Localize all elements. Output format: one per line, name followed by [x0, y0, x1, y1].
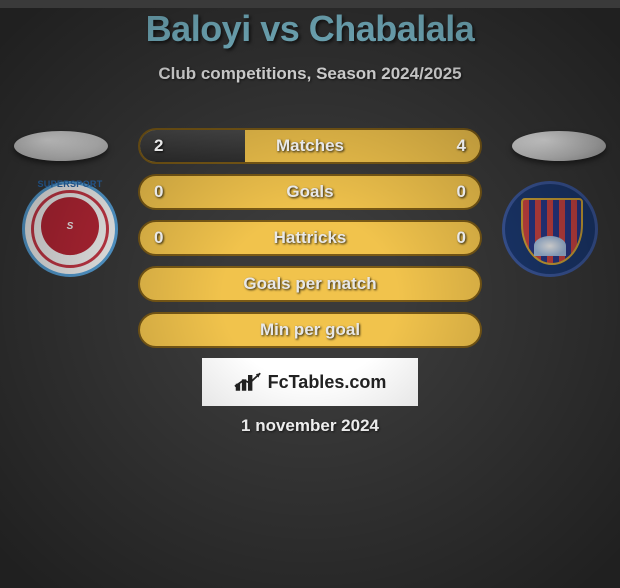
stat-label: Matches	[140, 130, 480, 162]
stat-row: Goals per match	[138, 266, 482, 302]
stat-label: Goals per match	[140, 268, 480, 300]
stat-value-right: 4	[457, 130, 466, 162]
stat-value-right: 0	[457, 176, 466, 208]
stat-row: Min per goal	[138, 312, 482, 348]
page-title: Baloyi vs Chabalala	[0, 8, 620, 50]
player-left-avatar	[14, 131, 108, 161]
stat-bars: Matches24Goals00Hattricks00Goals per mat…	[138, 128, 482, 358]
stat-value-left: 0	[154, 176, 163, 208]
stat-row: Goals0 0	[138, 174, 482, 210]
club-badge-left: S	[22, 181, 118, 277]
subtitle: Club competitions, Season 2024/2025	[0, 64, 620, 84]
player-right-avatar	[512, 131, 606, 161]
stat-row: Hattricks0 0	[138, 220, 482, 256]
stat-value-left: 2	[154, 130, 163, 162]
stat-value-right: 0	[457, 222, 466, 254]
stat-label: Min per goal	[140, 314, 480, 346]
watermark: FcTables.com	[202, 358, 418, 406]
club-badge-right	[502, 181, 598, 277]
stat-label: Hattricks	[140, 222, 480, 254]
stat-value-left: 0	[154, 222, 163, 254]
stat-row: Matches2 4	[138, 128, 482, 164]
stat-label: Goals	[140, 176, 480, 208]
date-text: 1 november 2024	[0, 416, 620, 436]
bar-chart-icon	[234, 371, 262, 393]
watermark-text: FcTables.com	[268, 372, 387, 393]
